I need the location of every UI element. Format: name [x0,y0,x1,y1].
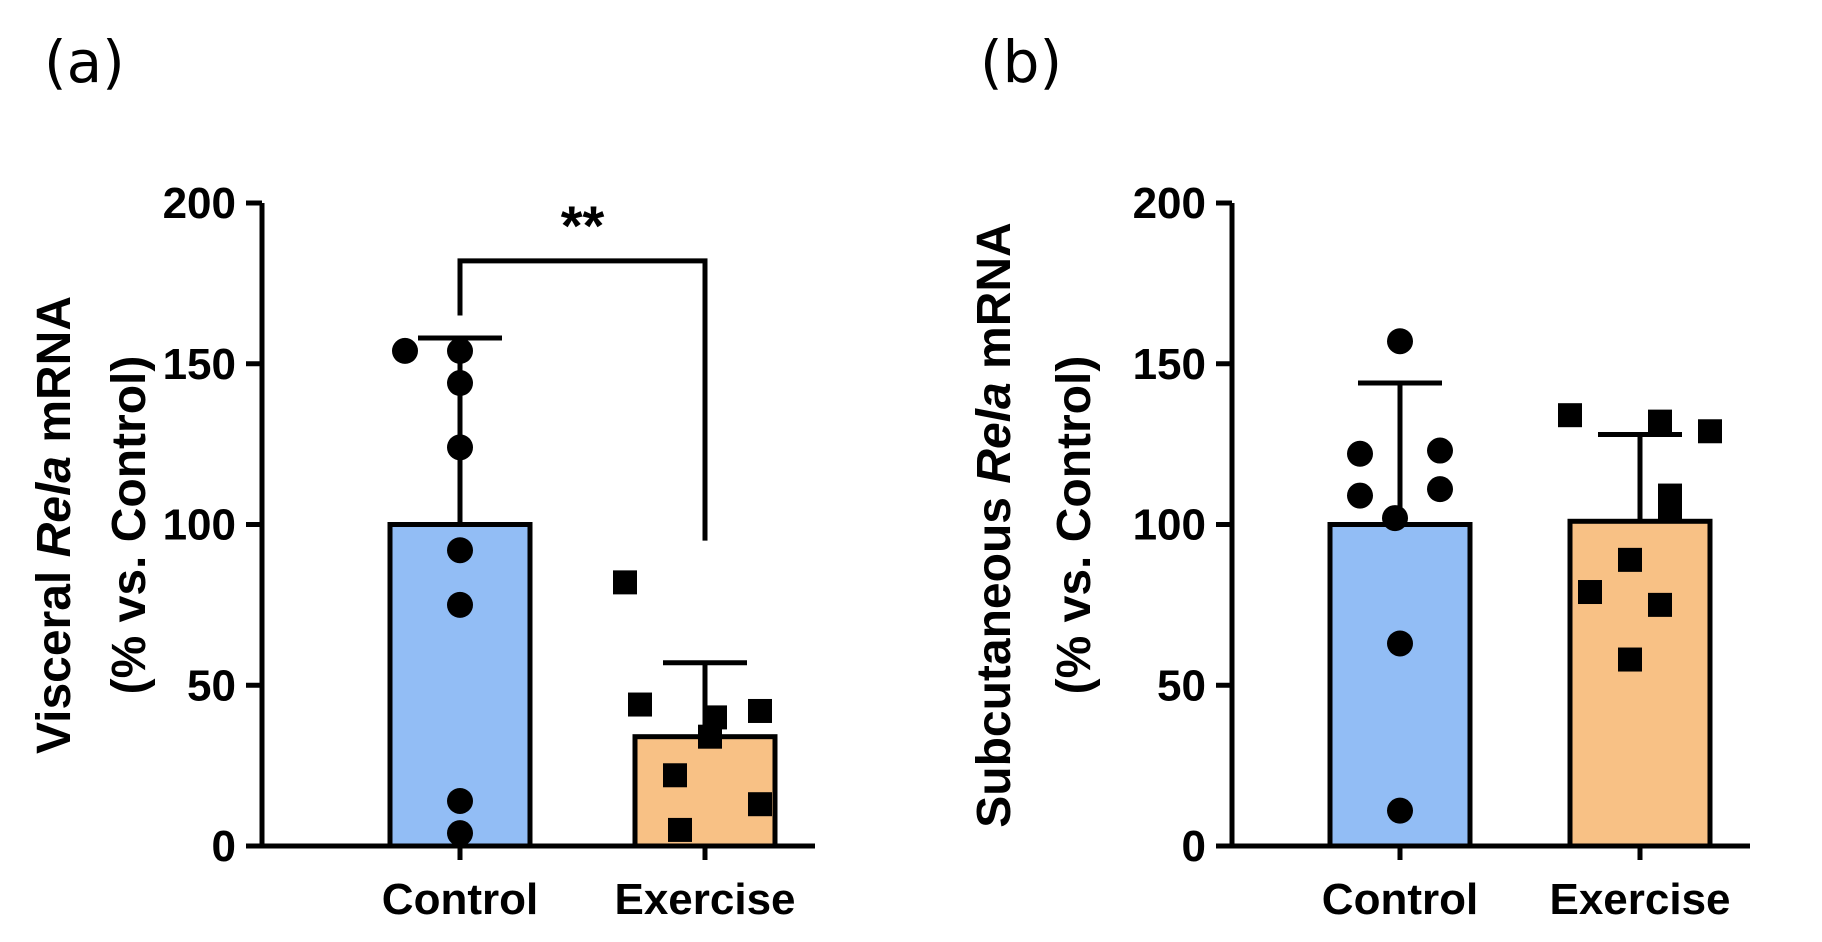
data-point-control [1387,630,1413,657]
x-tick-label: Control [382,875,538,924]
y-axis-label: Subcutaneous Rela mRNA [968,222,1021,827]
data-point-exercise [1658,496,1682,521]
y-tick-label: 150 [1133,340,1206,389]
data-point-control [1347,440,1373,467]
data-point-exercise [1618,547,1642,572]
data-point-control [1382,505,1408,532]
panel-a: (a) Visceral Rela mRNA (% vs. Control) 0 50 1… [28,28,815,924]
y-tick-label: 50 [1157,661,1206,710]
data-point-control [1387,328,1413,355]
data-point-exercise [628,692,652,717]
panel-b: (b) Subcutaneous Rela mRNA (% vs. Control)… [968,28,1750,924]
data-point-exercise [1648,592,1672,617]
bar-control [1327,522,1473,849]
data-point-control [1387,797,1413,824]
data-point-exercise [1648,409,1672,434]
data-point-exercise [1578,580,1602,605]
y-tick-label: 0 [212,822,236,871]
bar-exercise [632,734,778,849]
data-point-exercise [613,570,637,595]
data-point-control [447,434,473,461]
data-point-control [447,820,473,847]
x-tick-label: Control [1322,875,1478,924]
data-point-control [1427,476,1453,503]
data-point-control [447,591,473,618]
y-axis-label-line2: (% vs. Control) [103,356,156,695]
panel-label: (a) [44,28,125,96]
data-point-exercise [1618,647,1642,672]
y-tick-label: 200 [163,179,236,228]
data-point-control [447,337,473,364]
data-point-control [447,787,473,814]
significance-label: ** [561,194,605,257]
data-point-exercise [1558,403,1582,428]
data-point-exercise [748,792,772,817]
data-point-exercise [1698,419,1722,444]
y-tick-label: 200 [1133,179,1206,228]
y-axis-label: Visceral Rela mRNA [28,296,81,754]
data-point-control [392,337,418,364]
data-point-control [1427,437,1453,464]
data-point-exercise [748,698,772,723]
data-point-control [1347,482,1373,509]
x-tick-label: Exercise [1549,875,1730,924]
x-tick-label: Exercise [614,875,795,924]
y-tick-label: 0 [1182,822,1206,871]
y-tick-label: 150 [163,340,236,389]
data-point-exercise [663,763,687,788]
y-tick-label: 50 [187,661,236,710]
y-tick-label: 100 [163,501,236,550]
data-point-exercise [698,724,722,749]
data-point-exercise [668,817,692,842]
data-point-control [447,370,473,397]
significance-bracket [457,258,708,541]
y-tick-label: 100 [1133,501,1206,550]
panel-label: (b) [980,28,1062,96]
y-axis-label-line2: (% vs. Control) [1048,356,1101,695]
data-point-control [447,537,473,564]
